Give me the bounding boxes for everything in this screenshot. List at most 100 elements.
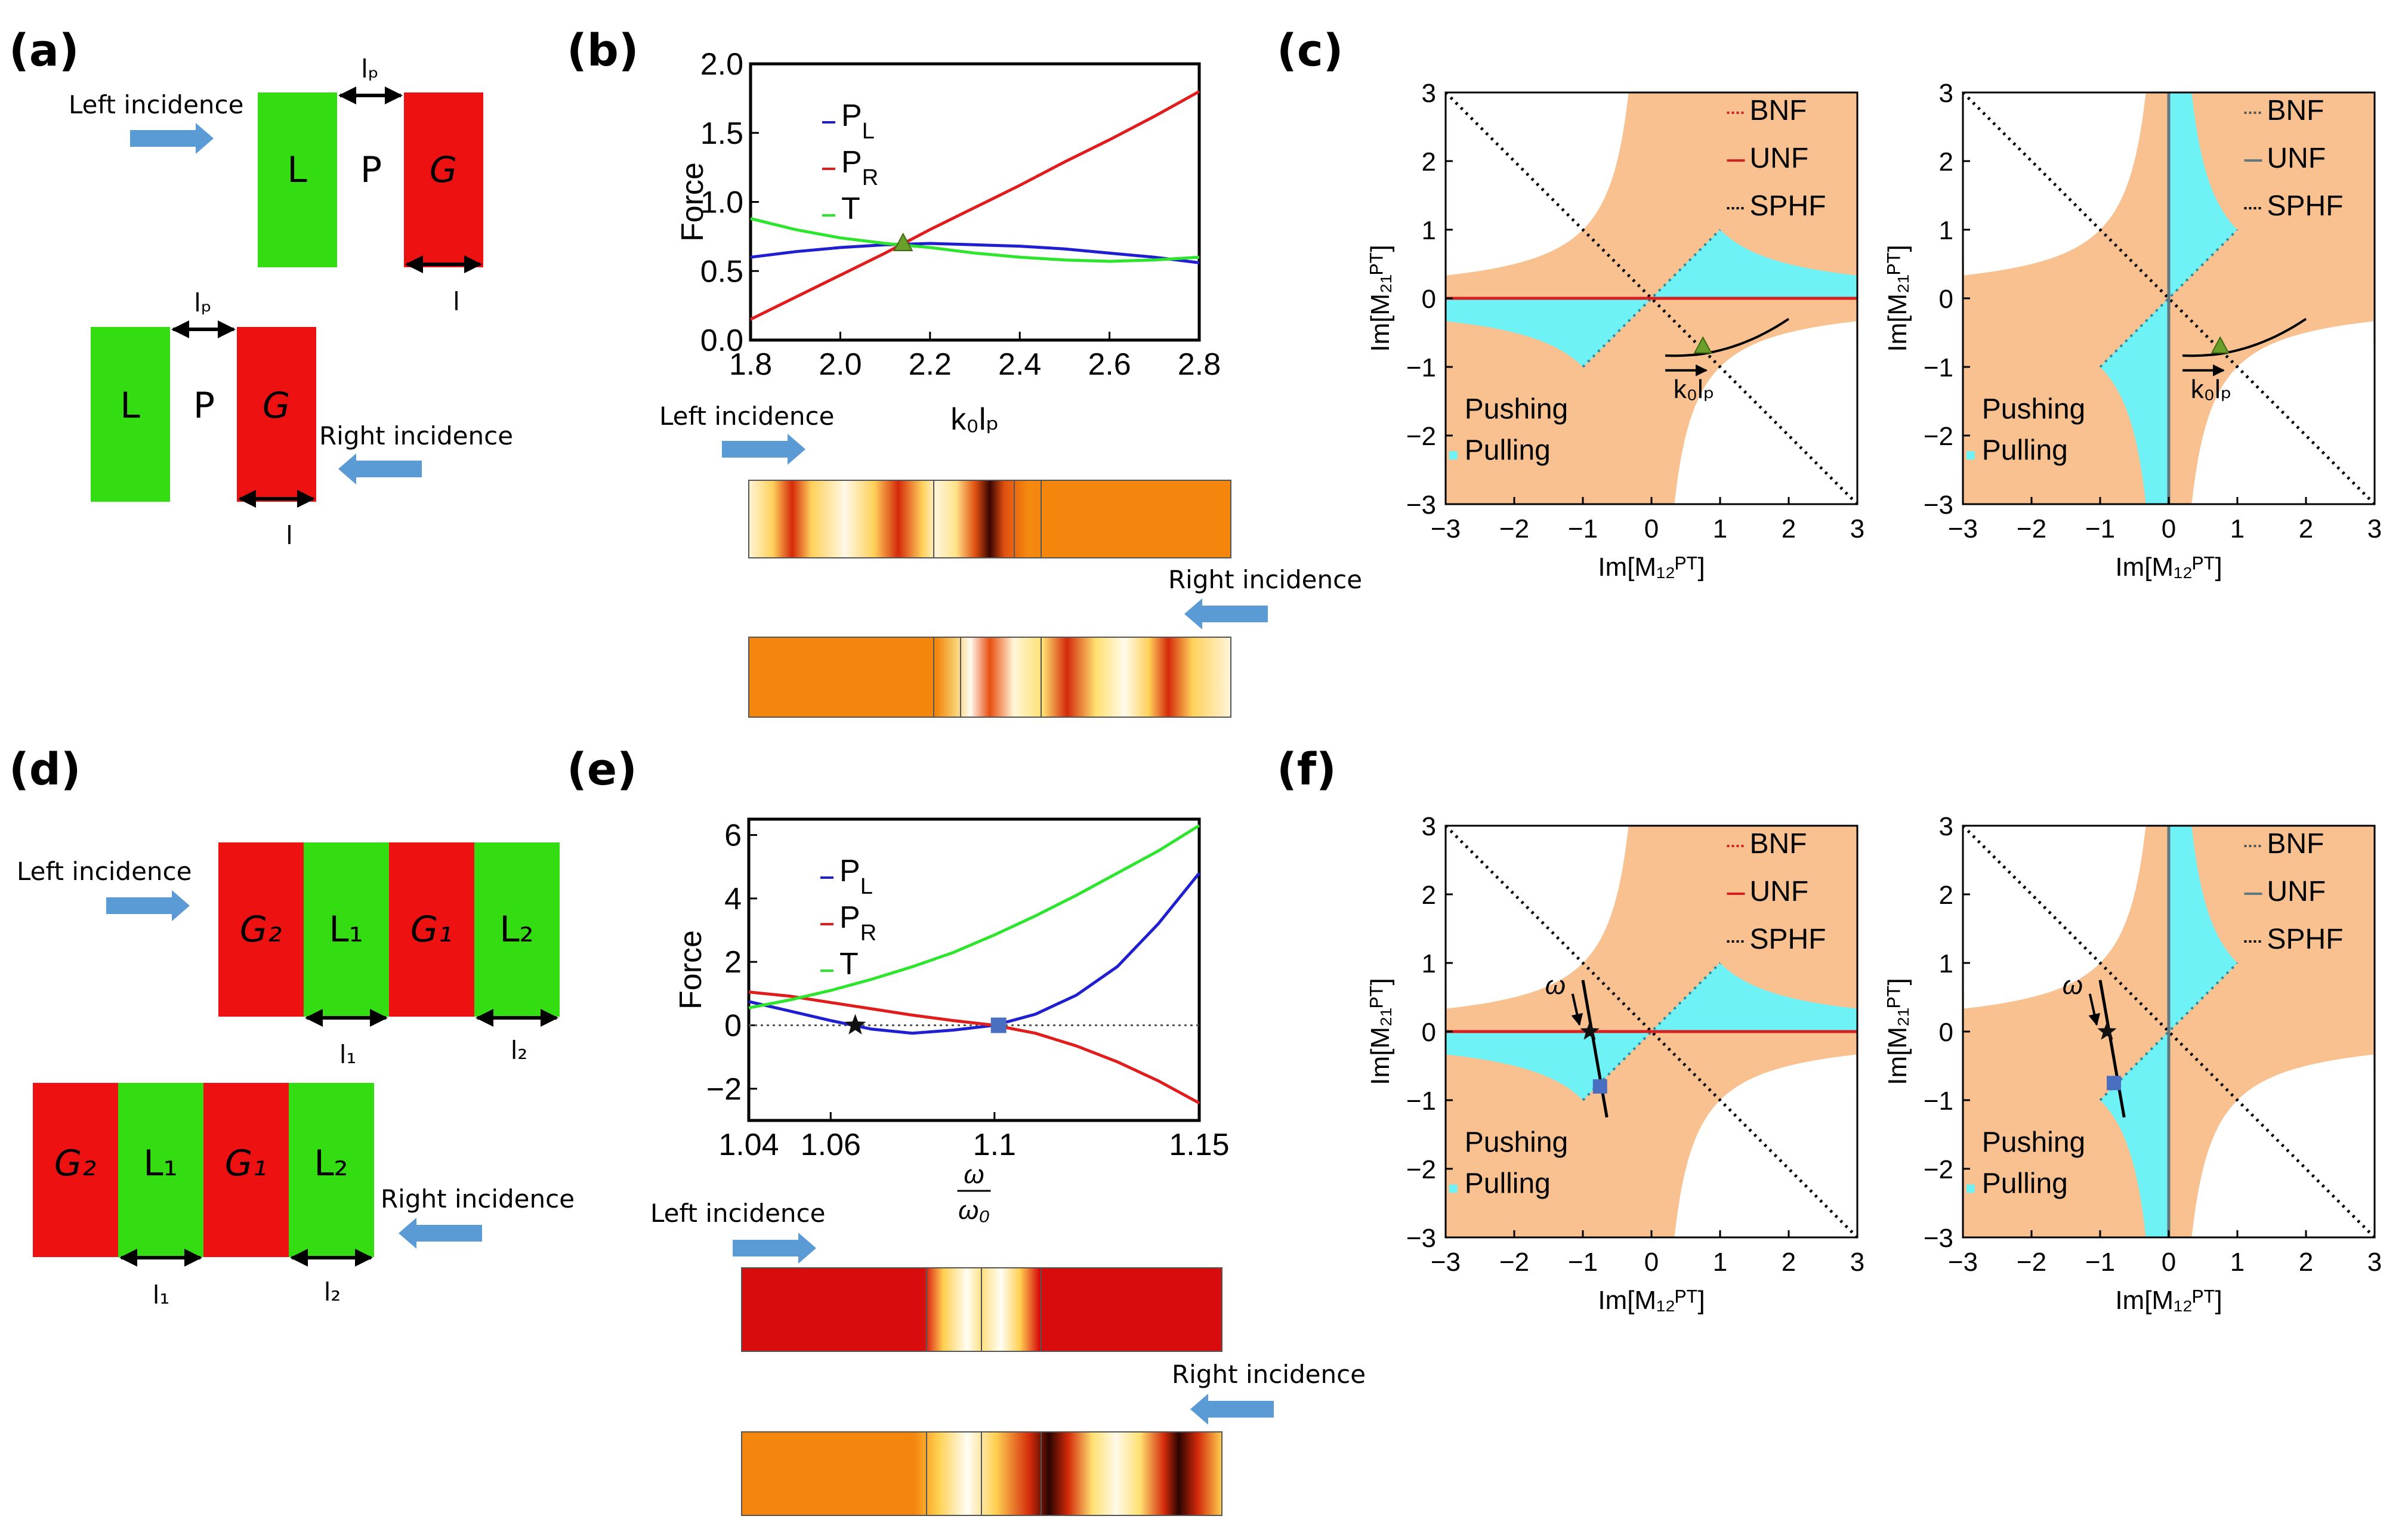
legend-label: BNF (2267, 828, 2324, 860)
series-line-t (748, 824, 1200, 1009)
lp-label-2: lₚ (194, 288, 212, 317)
star-marker (1580, 1021, 1600, 1040)
trajectory-curve (2098, 980, 2126, 1118)
y-tick-label: −1 (1924, 353, 1953, 382)
y-axis-title: Im[M₂₁ᴾᵀ] (1366, 978, 1395, 1085)
l1-label: l₁ (339, 1040, 357, 1069)
y-tick-label: 2 (1422, 147, 1436, 177)
phase-map-f-right: −3−3 −2 −2 −1 −1 0 0 1 1 2 2 3 3 Im[M₁₂ᴾᵀ] Im[M₂₁ᴾᵀ] BN… (1883, 812, 2382, 1315)
x-tick-label: −2 (1499, 514, 1529, 544)
block-loss-2 (91, 327, 170, 502)
y-tick-label: 2 (724, 945, 742, 980)
omega-label: ω (1545, 971, 1566, 1000)
y-tick-label: 3 (1939, 79, 1953, 108)
x-axis-title: Im[M₁₂ᴾᵀ] (2115, 552, 2222, 582)
left-incidence-arrow-b (722, 434, 805, 465)
block-passive-label-2: P (193, 385, 215, 427)
y-tick-label: 3 (1939, 812, 1953, 841)
x-tick-label: −1 (2085, 1248, 2115, 1277)
crossing-marker (1693, 336, 1712, 354)
block-g1-label: G₁ (410, 909, 453, 950)
legend-label: UNF (2267, 143, 2326, 174)
l1-label-b: l₁ (153, 1280, 170, 1310)
pulling-region (1651, 230, 1857, 298)
y-tick-label: −3 (1924, 490, 1953, 520)
x-axis-title: Im[M₁₂ᴾᵀ] (1598, 552, 1705, 582)
y-axis-title: Im[M₂₁ᴾᵀ] (1883, 245, 1912, 351)
legend-label-pulling: Pulling (1982, 434, 2068, 466)
square-marker (990, 1017, 1007, 1033)
right-incidence-label: Right incidence (319, 421, 513, 450)
x-tick-label: 1 (2230, 1248, 2245, 1277)
panel-label-e: (e) (567, 744, 637, 795)
y-tick-label: 1 (1939, 216, 1953, 245)
right-incidence-label-b: Right incidence (1168, 565, 1362, 594)
block-l1-label-b: L₁ (143, 1143, 177, 1184)
y-tick-label: −2 (706, 1072, 742, 1107)
x-tick-label: −3 (1948, 1248, 1978, 1277)
phase-map-c-right: −3−3 −2 −2 −1 −1 0 0 1 1 2 2 3 3 Im[M₁₂ᴾᵀ] Im[M₂₁ᴾᵀ] BN… (1883, 79, 2382, 582)
x-axis-title: Im[M₁₂ᴾᵀ] (1598, 1286, 1705, 1315)
y-tick-label: 2 (1422, 881, 1436, 910)
panel-label-b: (b) (567, 25, 639, 76)
pulling-region (2100, 298, 2169, 504)
k0lp-label: k₀lₚ (2191, 375, 2232, 404)
square-marker (1592, 1079, 1607, 1094)
series-line-pr (748, 990, 1200, 1104)
y-tick-label: −2 (1406, 422, 1436, 451)
x-tick-label: 3 (2367, 514, 2382, 544)
x-tick-label: 2.2 (909, 347, 952, 382)
left-incidence-arrow-d (106, 890, 190, 921)
series-line-t (750, 217, 1200, 263)
plot-frame (749, 62, 1201, 342)
block-g1-label-b: G₁ (225, 1143, 267, 1184)
y-tick-label: 3 (1422, 812, 1436, 841)
legend-label-pulling: Pulling (1465, 1168, 1551, 1199)
y-tick-label: −2 (1924, 422, 1953, 451)
block-g2-label-b: G₂ (54, 1143, 97, 1184)
block-gain (404, 92, 483, 267)
y-tick-label: −3 (1406, 490, 1436, 520)
right-incidence-label-d: Right incidence (381, 1184, 575, 1214)
crossing-marker (893, 232, 913, 251)
right-incidence-arrow-e (1190, 1394, 1274, 1425)
series-line-pl (750, 242, 1200, 264)
x-tick-label: −1 (2085, 514, 2115, 544)
y-tick-label: 2 (1939, 147, 1953, 177)
legend-label: UNF (1750, 876, 1809, 907)
y-tick-label: 2.0 (700, 47, 743, 82)
y-tick-label: 1.0 (700, 186, 743, 220)
block-l2-b (289, 1083, 374, 1257)
x-tick-label: 3 (1850, 1248, 1864, 1277)
panel-label-f: (f) (1277, 744, 1336, 795)
omega-arrow (1571, 993, 1583, 1026)
block-g1-b (203, 1083, 289, 1257)
x-tick-label: 2 (2299, 514, 2313, 544)
x-tick-label: 1.15 (1169, 1128, 1229, 1162)
trajectory-curve (2182, 317, 2307, 357)
block-gain-label-2: G (263, 385, 291, 427)
x-tick-label: 2.0 (819, 347, 862, 382)
x-tick-label: 1.8 (729, 347, 772, 382)
left-incidence-label: Left incidence (69, 90, 243, 119)
y-tick-label: 3 (1422, 79, 1436, 108)
y-tick-label: 0 (1939, 1018, 1953, 1047)
x-tick-label: 1 (1713, 514, 1727, 544)
block-g1 (389, 842, 474, 1017)
y-tick-label: 2 (1939, 881, 1953, 910)
right-incidence-arrow-d (399, 1218, 482, 1249)
pulling-region (1446, 298, 1651, 367)
block-g2-label: G₂ (240, 909, 282, 950)
block-g2-b (33, 1083, 118, 1257)
legend-label: SPHF (2267, 190, 2344, 222)
panel-d: Left incidence G₂ L₁ G₁ L₂ l₁ l₂ G₂ L₁ G… (17, 842, 575, 1310)
x-tick-label: 2 (1782, 514, 1796, 544)
legend-label-pushing: Pushing (1982, 393, 2085, 425)
right-incidence-label-e: Right incidence (1172, 1360, 1366, 1389)
x-tick-label: −2 (1499, 1248, 1529, 1277)
x-tick-label: 2.8 (1178, 347, 1221, 382)
x-tick-label: 2 (2299, 1248, 2313, 1277)
star-marker (2097, 1021, 2117, 1040)
